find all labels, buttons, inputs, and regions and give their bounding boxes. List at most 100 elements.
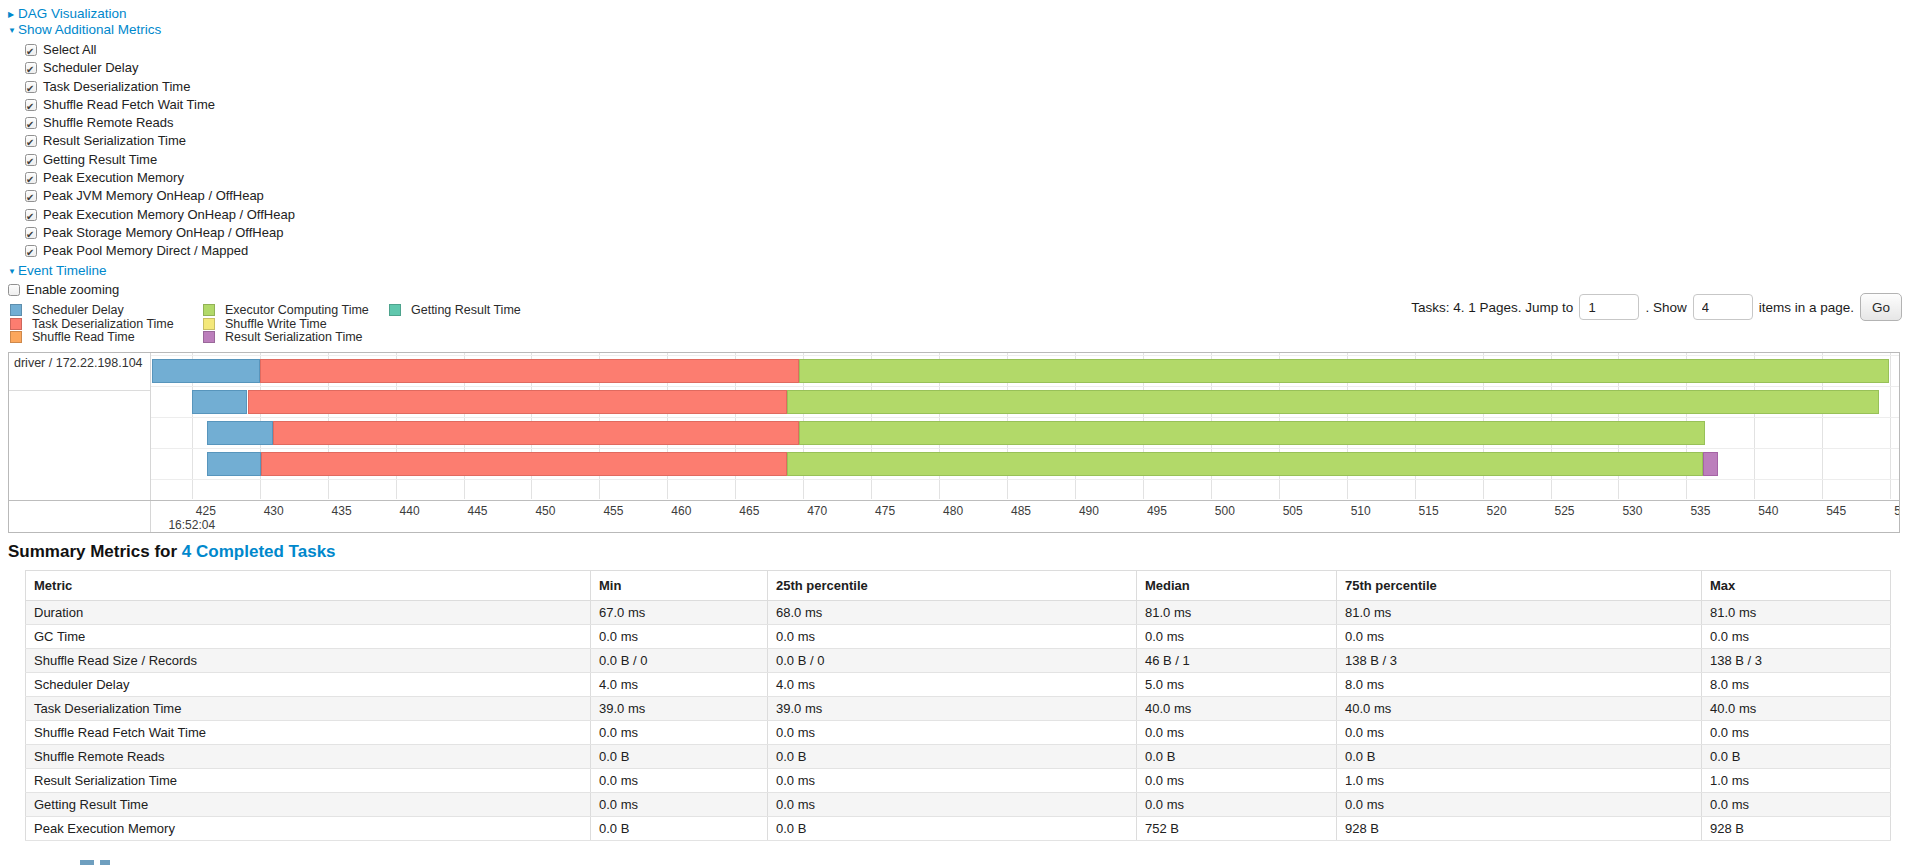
metric-value-cell: 0.0 B — [768, 745, 1137, 769]
metric-value-cell: 0.0 B / 0 — [768, 649, 1137, 673]
metric-value-cell: 928 B — [1702, 817, 1891, 841]
axis-tick-label: 450 — [535, 504, 555, 518]
checkbox-label: Task Deserialization Time — [43, 79, 190, 94]
metric-value-cell: 8.0 ms — [1702, 673, 1891, 697]
axis-tick-label: 475 — [875, 504, 895, 518]
checkbox-peak-execution-memory[interactable] — [25, 172, 37, 184]
legend-swatch-icon — [10, 331, 22, 343]
axis-tick-label: 520 — [1487, 504, 1507, 518]
legend-swatch-icon — [203, 304, 215, 316]
table-row-scheduler-delay: Scheduler Delay4.0 ms4.0 ms5.0 ms8.0 ms8… — [26, 673, 1891, 697]
row-separator — [151, 448, 1899, 449]
metric-value-cell: 0.0 ms — [768, 721, 1137, 745]
column-header-metric: Metric — [26, 571, 591, 601]
checkbox-label: Peak Execution Memory — [43, 170, 184, 185]
table-row-shuffle-read-size-records: Shuffle Read Size / Records0.0 B / 00.0 … — [26, 649, 1891, 673]
checkbox-result-serialization-time[interactable] — [25, 135, 37, 147]
metric-name-cell: Shuffle Read Size / Records — [26, 649, 591, 673]
task-bar-segment-task-deserialization-time — [273, 421, 799, 445]
event-timeline-label: Event Timeline — [18, 263, 107, 278]
column-header-max: Max — [1702, 571, 1891, 601]
dag-visualization-toggle[interactable]: ▶DAG Visualization — [8, 6, 295, 22]
triangle-down-icon: ▼ — [8, 23, 18, 39]
legend-item-scheduler-delay: Scheduler Delay — [10, 304, 203, 318]
checkbox-peak-storage-memory-onheap-offheap[interactable] — [25, 227, 37, 239]
column-header-median: Median — [1137, 571, 1337, 601]
legend-label: Shuffle Write Time — [225, 317, 327, 331]
executor-label-column: driver / 172.22.198.104 — [9, 353, 151, 532]
show-additional-metrics-toggle[interactable]: ▼Show Additional Metrics — [8, 22, 295, 38]
task-bar-segment-executor-computing-time — [799, 421, 1705, 445]
completed-tasks-link[interactable]: 4 Completed Tasks — [182, 542, 336, 561]
clipped-next-section — [80, 860, 126, 865]
row-separator — [151, 386, 1899, 387]
metric-value-cell: 0.0 ms — [1702, 793, 1891, 817]
checkbox-peak-execution-memory-onheap-offheap[interactable] — [25, 209, 37, 221]
legend-item-result-serialization-time: Result Serialization Time — [203, 331, 389, 345]
event-timeline-chart: driver / 172.22.198.104 4254304354404454… — [8, 352, 1900, 533]
table-row-peak-execution-memory: Peak Execution Memory0.0 B0.0 B752 B928 … — [26, 817, 1891, 841]
metric-value-cell: 0.0 B — [591, 745, 768, 769]
timeline-plot-area — [151, 353, 1899, 499]
metric-value-cell: 928 B — [1337, 817, 1702, 841]
metric-value-cell: 39.0 ms — [591, 697, 768, 721]
axis-tick-label: 495 — [1147, 504, 1167, 518]
metric-value-cell: 0.0 ms — [591, 625, 768, 649]
metric-value-cell: 0.0 ms — [1137, 769, 1337, 793]
checkbox-shuffle-remote-reads[interactable] — [25, 117, 37, 129]
metric-value-cell: 0.0 ms — [1337, 625, 1702, 649]
checkbox-shuffle-read-fetch-wait-time[interactable] — [25, 99, 37, 111]
metric-value-cell: 0.0 ms — [1137, 721, 1337, 745]
axis-tick-label: 545 — [1826, 504, 1846, 518]
legend-item-getting-result-time: Getting Result Time — [389, 304, 521, 318]
table-header-row: MetricMin25th percentileMedian75th perce… — [26, 571, 1891, 601]
checkbox-peak-pool-memory-direct-mapped[interactable] — [25, 245, 37, 257]
metric-value-cell: 0.0 ms — [1702, 721, 1891, 745]
axis-underline — [9, 500, 151, 501]
metric-value-cell: 0.0 B / 0 — [591, 649, 768, 673]
metric-name-cell: Task Deserialization Time — [26, 697, 591, 721]
checkbox-peak-jvm-memory-onheap-offheap[interactable] — [25, 190, 37, 202]
table-row-result-serialization-time: Result Serialization Time0.0 ms0.0 ms0.0… — [26, 769, 1891, 793]
summary-metrics-title: Summary Metrics for 4 Completed Tasks — [8, 542, 336, 562]
legend-column: Getting Result Time — [389, 304, 521, 345]
checkbox-scheduler-delay[interactable] — [25, 62, 37, 74]
row-separator — [151, 417, 1899, 418]
axis-tick-label: 430 — [264, 504, 284, 518]
items-in-page-text: items in a page. — [1759, 300, 1854, 315]
task-bar-segment-scheduler-delay — [192, 390, 248, 414]
column-header-25th-percentile: 25th percentile — [768, 571, 1137, 601]
metric-name-cell: Duration — [26, 601, 591, 625]
legend-swatch-icon — [389, 304, 401, 316]
items-per-page-input[interactable] — [1693, 294, 1753, 320]
checkbox-task-deserialization-time[interactable] — [25, 81, 37, 93]
table-row-gc-time: GC Time0.0 ms0.0 ms0.0 ms0.0 ms0.0 ms — [26, 625, 1891, 649]
checkbox-select-all[interactable] — [25, 44, 37, 56]
additional-metrics-checkbox-list: Select AllScheduler DelayTask Deserializ… — [8, 41, 295, 261]
clipped-text-fragment — [100, 860, 110, 865]
enable-zooming-checkbox[interactable] — [8, 284, 20, 296]
jump-to-page-input[interactable] — [1579, 294, 1639, 320]
metric-value-cell: 0.0 ms — [768, 769, 1137, 793]
stage-page-controls: ▶DAG Visualization ▼Show Additional Metr… — [8, 6, 295, 298]
checkbox-label: Shuffle Remote Reads — [43, 115, 174, 130]
metric-name-cell: Getting Result Time — [26, 793, 591, 817]
task-bar-segment-scheduler-delay — [207, 452, 261, 476]
metric-value-cell: 0.0 ms — [768, 625, 1137, 649]
checkbox-getting-result-time[interactable] — [25, 154, 37, 166]
metric-value-cell: 0.0 ms — [1337, 721, 1702, 745]
table-row-shuffle-read-fetch-wait-time: Shuffle Read Fetch Wait Time0.0 ms0.0 ms… — [26, 721, 1891, 745]
metric-value-cell: 5.0 ms — [1137, 673, 1337, 697]
executor-group-label: driver / 172.22.198.104 — [9, 353, 150, 391]
row-separator — [151, 355, 1899, 356]
go-button[interactable]: Go — [1860, 293, 1902, 321]
axis-tick-label: 540 — [1758, 504, 1778, 518]
metric-value-cell: 4.0 ms — [591, 673, 768, 697]
event-timeline-toggle[interactable]: ▼Event Timeline — [8, 263, 295, 279]
table-row-duration: Duration67.0 ms68.0 ms81.0 ms81.0 ms81.0… — [26, 601, 1891, 625]
metric-name-cell: Shuffle Read Fetch Wait Time — [26, 721, 591, 745]
axis-tick-label: 460 — [671, 504, 691, 518]
checkbox-label: Shuffle Read Fetch Wait Time — [43, 97, 215, 112]
metric-value-cell: 46 B / 1 — [1137, 649, 1337, 673]
legend-label: Scheduler Delay — [32, 303, 124, 317]
